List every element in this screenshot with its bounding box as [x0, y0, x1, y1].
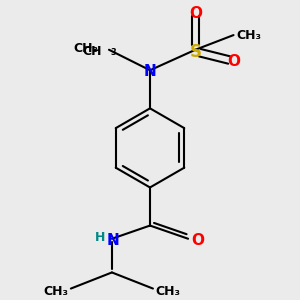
Text: O: O	[191, 233, 204, 248]
Text: H: H	[95, 231, 106, 244]
Text: N: N	[144, 64, 156, 79]
Text: CH₃: CH₃	[236, 28, 261, 42]
Text: S: S	[189, 43, 201, 61]
Text: N: N	[106, 233, 119, 248]
Text: O: O	[227, 54, 240, 69]
Text: CH₃: CH₃	[43, 285, 68, 298]
Text: CH₃: CH₃	[74, 42, 99, 55]
Text: CH: CH	[82, 45, 102, 58]
Text: O: O	[189, 6, 202, 21]
Text: CH₃: CH₃	[156, 285, 181, 298]
Text: 3: 3	[110, 48, 116, 57]
